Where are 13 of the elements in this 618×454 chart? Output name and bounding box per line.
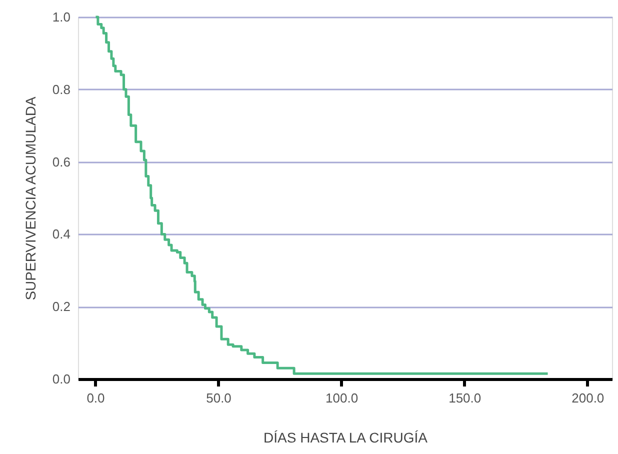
y-tick-label: 0.2 xyxy=(52,299,70,314)
y-tick-label: 1.0 xyxy=(52,10,70,24)
x-tick-label: 200.0 xyxy=(572,390,604,406)
y-tick-label: 0.8 xyxy=(52,82,70,97)
y-tick-label: 0.0 xyxy=(52,372,70,386)
x-tick-label: 100.0 xyxy=(326,390,358,406)
y-axis-title: SUPERVIVENCIA ACUMULADA xyxy=(22,96,38,300)
x-tick-label: 0.0 xyxy=(86,390,105,406)
y-tick-label: 0.6 xyxy=(52,154,70,170)
x-tick-label: 150.0 xyxy=(448,390,482,406)
x-axis-title: DÍAS HASTA LA CIRUGÍA xyxy=(264,430,428,446)
y-tick-label: 0.4 xyxy=(52,226,70,242)
x-tick-label: 50.0 xyxy=(206,390,232,406)
